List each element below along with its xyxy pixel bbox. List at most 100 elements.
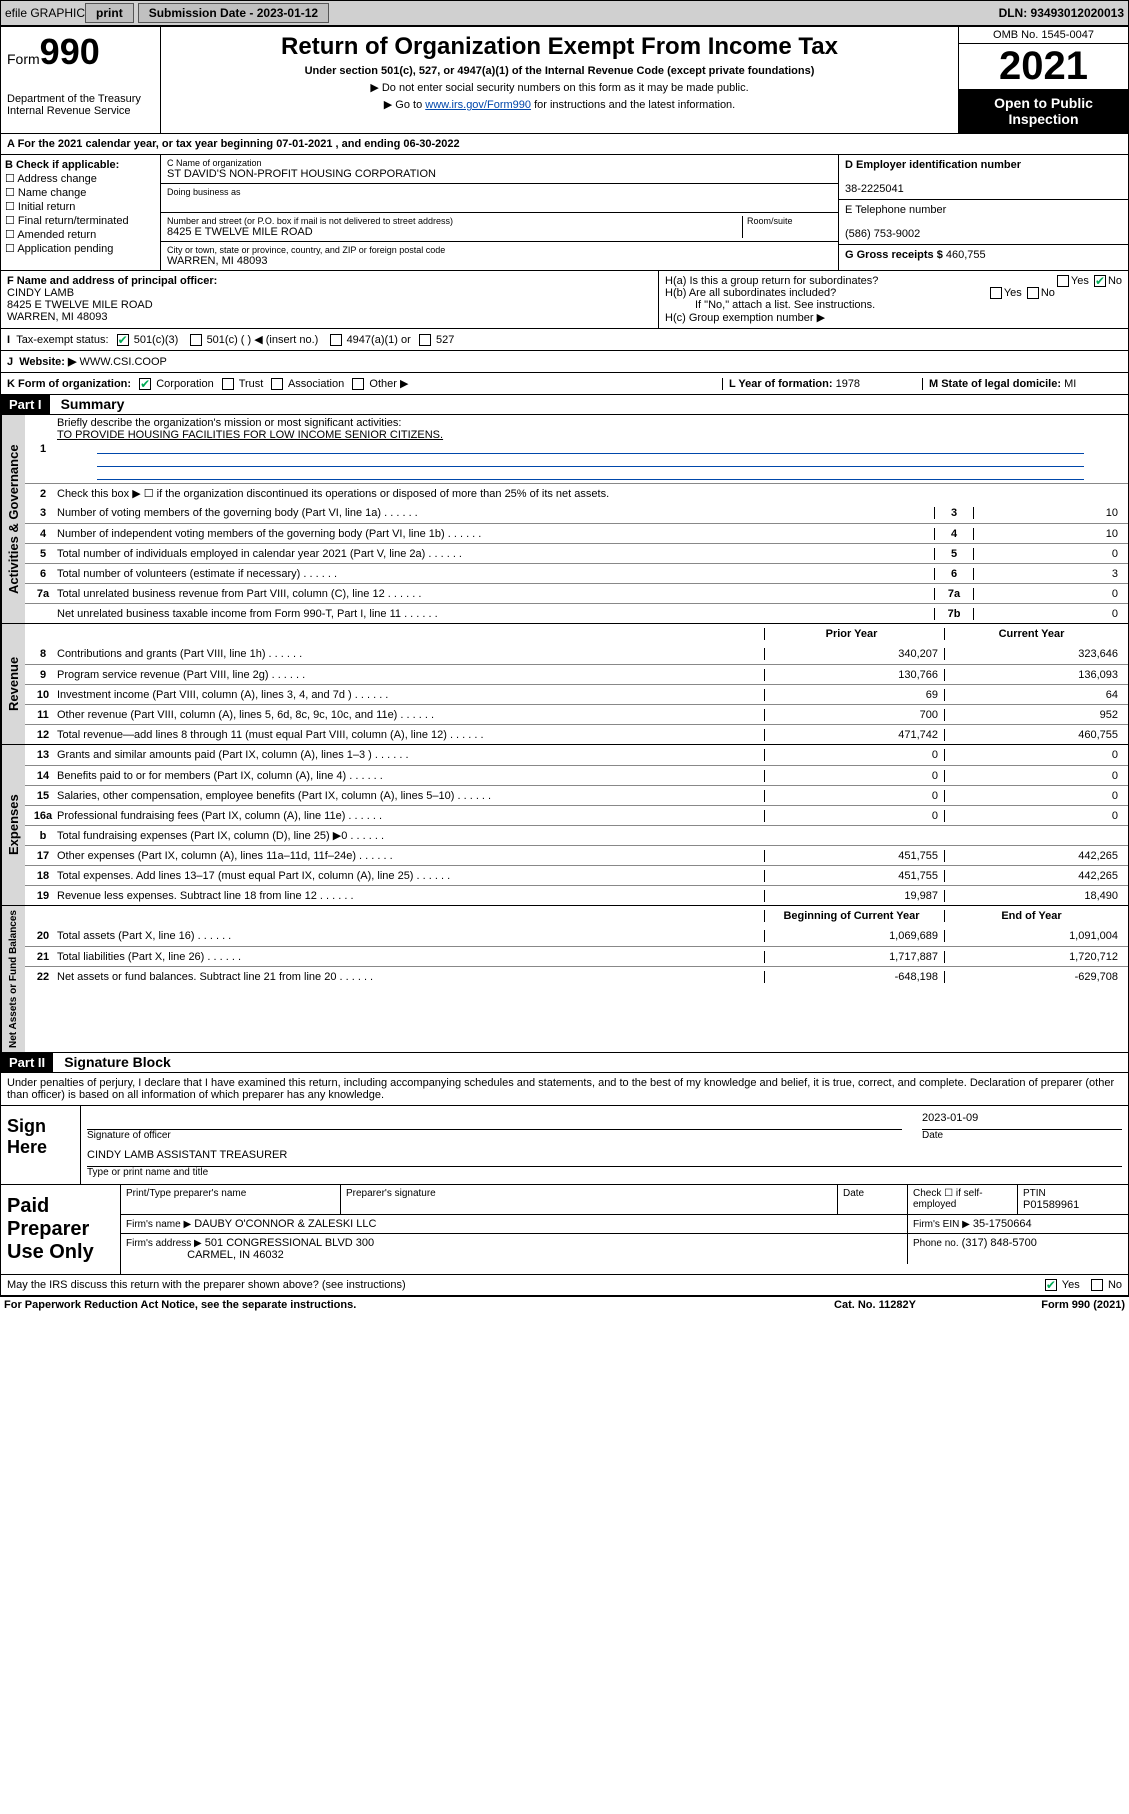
officer-name: CINDY LAMB — [7, 287, 74, 299]
ha-yes[interactable] — [1057, 275, 1069, 287]
side-net: Net Assets or Fund Balances — [1, 906, 25, 1052]
firm-name: DAUBY O'CONNOR & ZALESKI LLC — [194, 1218, 376, 1230]
discuss-yes[interactable] — [1045, 1279, 1057, 1291]
efile-label: efile GRAPHIC — [5, 6, 85, 20]
sig-name: CINDY LAMB ASSISTANT TREASURER — [87, 1149, 1122, 1167]
table-row: 12Total revenue—add lines 8 through 11 (… — [25, 724, 1128, 744]
table-row: 10Investment income (Part VIII, column (… — [25, 684, 1128, 704]
k-corp[interactable] — [139, 378, 151, 390]
i-527[interactable] — [419, 334, 431, 346]
state-domicile: MI — [1064, 378, 1076, 390]
table-row: 11Other revenue (Part VIII, column (A), … — [25, 704, 1128, 724]
table-row: 6Total number of volunteers (estimate if… — [25, 563, 1128, 583]
officer-group-block: F Name and address of principal officer:… — [0, 271, 1129, 329]
table-row: 8Contributions and grants (Part VIII, li… — [25, 644, 1128, 664]
table-row: 16aProfessional fundraising fees (Part I… — [25, 805, 1128, 825]
tax-status-row: I Tax-exempt status: 501(c)(3) 501(c) ( … — [0, 329, 1129, 351]
submission-date-button[interactable]: Submission Date - 2023-01-12 — [138, 3, 329, 23]
print-button[interactable]: print — [85, 3, 134, 23]
table-row: 3Number of voting members of the governi… — [25, 503, 1128, 523]
section-d-g: D Employer identification number 38-2225… — [838, 155, 1128, 270]
chk-address[interactable]: ☐ Address change — [5, 172, 156, 185]
phone-value: (586) 753-9002 — [845, 228, 920, 240]
i-4947[interactable] — [330, 334, 342, 346]
section-c: C Name of organization ST DAVID'S NON-PR… — [161, 155, 838, 270]
table-row: 20Total assets (Part X, line 16)1,069,68… — [25, 926, 1128, 946]
section-netassets: Net Assets or Fund Balances Beginning of… — [0, 906, 1129, 1053]
page-footer: For Paperwork Reduction Act Notice, see … — [0, 1296, 1129, 1313]
gross-receipts: 460,755 — [946, 249, 986, 261]
chk-amended[interactable]: ☐ Amended return — [5, 228, 156, 241]
org-name: ST DAVID'S NON-PROFIT HOUSING CORPORATIO… — [167, 168, 832, 180]
table-row: bTotal fundraising expenses (Part IX, co… — [25, 825, 1128, 845]
side-revenue: Revenue — [1, 624, 25, 744]
org-city: WARREN, MI 48093 — [167, 255, 832, 267]
section-expenses: Expenses 13Grants and similar amounts pa… — [0, 745, 1129, 906]
firm-phone: (317) 848-5700 — [962, 1237, 1037, 1249]
side-expenses: Expenses — [1, 745, 25, 905]
note-link: ▶ Go to www.irs.gov/Form990 for instruct… — [171, 98, 948, 111]
i-501c3[interactable] — [117, 334, 129, 346]
side-governance: Activities & Governance — [1, 415, 25, 623]
table-row: 14Benefits paid to or for members (Part … — [25, 765, 1128, 785]
ha-no[interactable] — [1094, 275, 1106, 287]
sig-date: 2023-01-09 — [922, 1112, 1122, 1130]
table-row: 17Other expenses (Part IX, column (A), l… — [25, 845, 1128, 865]
form-990-label: Form990 — [7, 31, 154, 73]
ein-value: 38-2225041 — [845, 183, 904, 195]
table-row: 4Number of independent voting members of… — [25, 523, 1128, 543]
table-row: 9Program service revenue (Part VIII, lin… — [25, 664, 1128, 684]
table-row: 15Salaries, other compensation, employee… — [25, 785, 1128, 805]
mission-text: TO PROVIDE HOUSING FACILITIES FOR LOW IN… — [57, 429, 443, 441]
form-org-row: K Form of organization: Corporation Trus… — [0, 373, 1129, 395]
ptin-val: P01589961 — [1023, 1199, 1079, 1211]
irs-label: Internal Revenue Service — [7, 105, 154, 117]
hb-no[interactable] — [1027, 287, 1039, 299]
open-to-public: Open to Public Inspection — [959, 89, 1128, 133]
section-revenue: Revenue Prior Year Current Year 8Contrib… — [0, 624, 1129, 745]
chk-final[interactable]: ☐ Final return/terminated — [5, 214, 156, 227]
part1-header: Part I Summary — [0, 395, 1129, 415]
sign-here-block: Sign Here Signature of officer 2023-01-0… — [0, 1106, 1129, 1185]
firm-ein: 35-1750664 — [973, 1218, 1032, 1230]
dept-label: Department of the Treasury — [7, 93, 154, 105]
part2-header: Part II Signature Block — [0, 1053, 1129, 1073]
i-501c[interactable] — [190, 334, 202, 346]
hb-yes[interactable] — [990, 287, 1002, 299]
table-row: 5Total number of individuals employed in… — [25, 543, 1128, 563]
k-assoc[interactable] — [271, 378, 283, 390]
paid-preparer-block: Paid Preparer Use Only Print/Type prepar… — [0, 1185, 1129, 1275]
table-row: 19Revenue less expenses. Subtract line 1… — [25, 885, 1128, 905]
chk-initial[interactable]: ☐ Initial return — [5, 200, 156, 213]
form-title: Return of Organization Exempt From Incom… — [171, 33, 948, 61]
tax-year-range: A For the 2021 calendar year, or tax yea… — [0, 134, 1129, 155]
chk-name[interactable]: ☐ Name change — [5, 186, 156, 199]
hc-exemption: H(c) Group exemption number ▶ — [665, 311, 1122, 324]
form-header: Form990 Department of the Treasury Inter… — [0, 26, 1129, 134]
dln-label: DLN: 93493012020013 — [999, 6, 1124, 20]
table-row: 7aTotal unrelated business revenue from … — [25, 583, 1128, 603]
tax-year: 2021 — [959, 44, 1128, 89]
discuss-row: May the IRS discuss this return with the… — [0, 1275, 1129, 1296]
penalty-text: Under penalties of perjury, I declare th… — [0, 1073, 1129, 1106]
table-row: 22Net assets or fund balances. Subtract … — [25, 966, 1128, 986]
room-suite: Room/suite — [742, 216, 832, 238]
table-row: 13Grants and similar amounts paid (Part … — [25, 745, 1128, 765]
website-row: J Website: ▶ WWW.CSI.COOP — [0, 351, 1129, 373]
section-governance: Activities & Governance 1 Briefly descri… — [0, 415, 1129, 624]
section-b: B Check if applicable: ☐ Address change … — [1, 155, 161, 270]
website-value: WWW.CSI.COOP — [79, 356, 166, 368]
note-ssn: ▶ Do not enter social security numbers o… — [171, 81, 948, 94]
table-row: Net unrelated business taxable income fr… — [25, 603, 1128, 623]
chk-pending[interactable]: ☐ Application pending — [5, 242, 156, 255]
k-other[interactable] — [352, 378, 364, 390]
irs-link[interactable]: www.irs.gov/Form990 — [425, 99, 531, 111]
table-row: 21Total liabilities (Part X, line 26)1,7… — [25, 946, 1128, 966]
dba-label: Doing business as — [167, 187, 832, 197]
discuss-no[interactable] — [1091, 1279, 1103, 1291]
k-trust[interactable] — [222, 378, 234, 390]
omb-number: OMB No. 1545-0047 — [959, 27, 1128, 44]
org-address: 8425 E TWELVE MILE ROAD — [167, 226, 742, 238]
identification-block: B Check if applicable: ☐ Address change … — [0, 155, 1129, 271]
top-bar: efile GRAPHIC print Submission Date - 20… — [0, 0, 1129, 26]
